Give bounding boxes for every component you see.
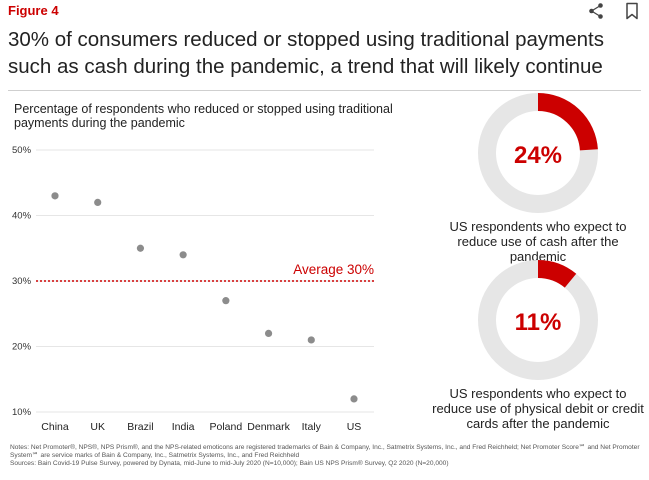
- data-point: [179, 251, 187, 259]
- sources-line: Sources: Bain Covid-19 Pulse Survey, pow…: [10, 459, 449, 467]
- x-category-label: India: [172, 421, 195, 433]
- divider: [8, 90, 641, 91]
- toolbar: [587, 2, 641, 20]
- figure-label: Figure 4: [8, 3, 59, 18]
- y-tick-label: 50%: [12, 145, 32, 156]
- scatter-chart: 10% 20% 30% 40% 50% Average 30% China UK Brazil I…: [12, 145, 374, 433]
- notes-line: Notes: Net Promoter®, NPS®, NPS Prism®, …: [10, 444, 640, 459]
- x-category-label: Italy: [302, 421, 322, 433]
- y-tick-label: 40%: [12, 211, 32, 222]
- bookmark-icon[interactable]: [623, 2, 641, 20]
- data-point: [94, 198, 102, 206]
- x-category-label: UK: [90, 421, 105, 433]
- y-tick-label: 10%: [12, 407, 32, 418]
- donut-slice: [537, 260, 577, 288]
- x-category-label: Poland: [210, 421, 243, 433]
- headline: 30% of consumers reduced or stopped usin…: [8, 28, 604, 78]
- average-label: Average 30%: [293, 262, 374, 277]
- data-point: [307, 336, 315, 344]
- donut-cash: 24% US respondents who expect to reduce …: [430, 92, 646, 264]
- donut-cash-caption: US respondents who expect to reduce use …: [449, 219, 627, 264]
- x-category-label: Brazil: [127, 421, 153, 433]
- donut-cash-value: 24%: [513, 142, 563, 169]
- data-point: [222, 297, 230, 305]
- share-icon[interactable]: [587, 2, 605, 20]
- x-category-label: China: [41, 421, 69, 433]
- data-point: [350, 395, 358, 403]
- donut-cards-caption: US respondents who expect to reduce use …: [432, 386, 644, 431]
- donut-slice: [537, 93, 598, 151]
- donut-cards-value: 11%: [514, 309, 562, 336]
- x-category-label: US: [347, 421, 362, 433]
- data-point: [51, 192, 59, 200]
- y-tick-label: 20%: [12, 342, 32, 353]
- data-point: [264, 329, 273, 337]
- data-point: [136, 244, 145, 252]
- footnotes: Notes: Net Promoter®, NPS®, NPS Prism®, …: [10, 444, 642, 467]
- chart-title: Percentage of respondents who reduced or…: [14, 102, 393, 130]
- donut-chart-cash: [478, 93, 598, 213]
- donut-chart-cards: [478, 260, 598, 380]
- y-tick-label: 30%: [12, 276, 32, 287]
- donut-cards: 11% US respondents who expect to reduce …: [430, 259, 646, 431]
- x-category-label: Denmark: [247, 421, 290, 433]
